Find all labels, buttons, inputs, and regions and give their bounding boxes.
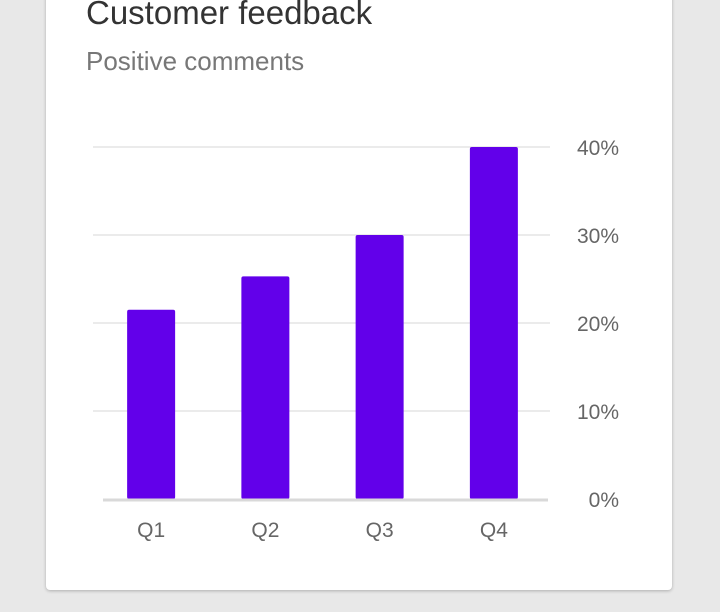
y-tick-label: 40% — [577, 137, 619, 160]
card-title: Customer feedback — [86, 0, 373, 31]
y-tick-label: 30% — [577, 225, 619, 248]
bar-chart: 0% 10% 20% 30% 40% Q1 Q2 Q3 Q4 — [93, 137, 619, 542]
x-tick-label: Q4 — [480, 519, 508, 542]
y-tick-label: 10% — [577, 401, 619, 424]
bar-q4 — [469, 147, 518, 499]
chart-card: Customer feedback Positive comments 0% 10… — [46, 0, 672, 590]
card-subtitle: Positive comments — [86, 46, 305, 76]
x-tick-label: Q2 — [251, 519, 279, 542]
y-tick-label: 0% — [589, 489, 619, 512]
x-tick-label: Q3 — [366, 519, 394, 542]
y-tick-label: 20% — [577, 313, 619, 336]
bar-q1 — [127, 309, 176, 499]
bar-q2 — [241, 276, 290, 499]
x-tick-label: Q1 — [137, 519, 165, 542]
bar-q3 — [355, 235, 404, 499]
